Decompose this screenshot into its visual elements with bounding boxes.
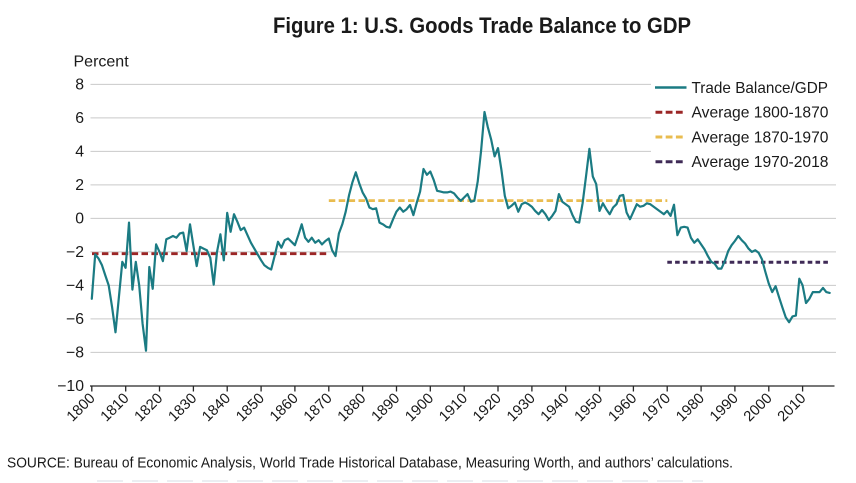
svg-text:SOURCE: Bureau of Economic Ana: SOURCE: Bureau of Economic Analysis, Wor… [7, 456, 733, 472]
svg-text:Average 1870-1970: Average 1870-1970 [692, 129, 829, 146]
svg-text:Average 1970-2018: Average 1970-2018 [692, 154, 829, 171]
svg-text:Figure 1: U.S. Goods Trade Bal: Figure 1: U.S. Goods Trade Balance to GD… [273, 13, 691, 38]
svg-text:Trade Balance/GDP: Trade Balance/GDP [692, 80, 829, 97]
svg-text:Percent: Percent [74, 54, 130, 71]
svg-text:−4: −4 [66, 278, 84, 295]
svg-text:2: 2 [75, 177, 84, 194]
svg-text:−10: −10 [57, 378, 84, 395]
svg-text:6: 6 [75, 110, 84, 127]
svg-text:−8: −8 [66, 345, 84, 362]
svg-text:8: 8 [75, 77, 84, 94]
svg-text:−6: −6 [66, 311, 84, 328]
svg-text:0: 0 [75, 211, 84, 228]
svg-text:Average 1800-1870: Average 1800-1870 [692, 105, 829, 122]
svg-text:4: 4 [75, 144, 84, 161]
svg-text:−2: −2 [66, 244, 84, 261]
